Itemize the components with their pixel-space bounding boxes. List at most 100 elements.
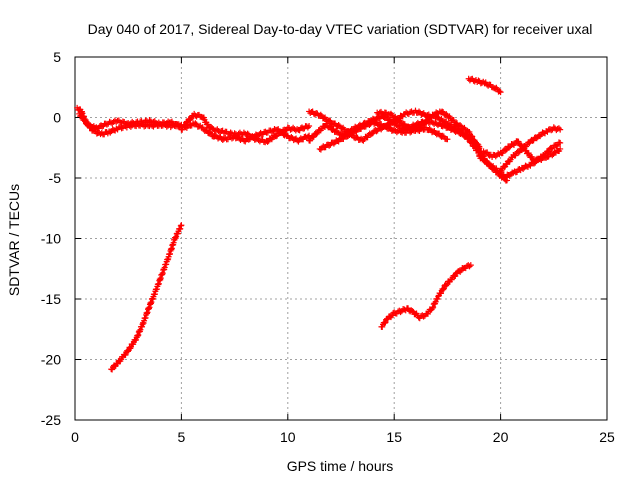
- data-point: [268, 128, 275, 135]
- data-point: [557, 139, 564, 146]
- data-point: [192, 120, 199, 127]
- data-point: [515, 138, 522, 145]
- grid-lines: [75, 57, 607, 420]
- data-point: [421, 120, 428, 127]
- data-point: [452, 272, 459, 279]
- data-point: [467, 262, 474, 269]
- data-point: [317, 111, 324, 118]
- data-point: [503, 161, 510, 168]
- data-point: [153, 120, 160, 127]
- data-point: [122, 351, 129, 358]
- data-point: [290, 124, 297, 131]
- data-point: [103, 121, 110, 128]
- series-track-k: [497, 124, 564, 174]
- x-tick-label: 10: [280, 429, 296, 445]
- data-point: [434, 295, 441, 302]
- data-point: [397, 129, 404, 136]
- y-tick-label: -10: [41, 231, 61, 247]
- data-point: [366, 122, 373, 129]
- data-point: [395, 128, 402, 135]
- data-point: [502, 147, 509, 154]
- data-point: [479, 154, 486, 161]
- data-point: [212, 132, 219, 139]
- data-point: [529, 154, 536, 161]
- data-point: [381, 320, 388, 327]
- data-point: [466, 263, 473, 270]
- data-point: [485, 160, 492, 167]
- data-point: [146, 116, 153, 123]
- x-tick-label: 25: [599, 429, 615, 445]
- x-tick-label: 15: [386, 429, 402, 445]
- data-point: [353, 133, 360, 140]
- data-point: [207, 129, 214, 136]
- data-point: [343, 133, 350, 140]
- data-point: [506, 144, 513, 151]
- data-point: [114, 360, 121, 367]
- data-point: [555, 125, 562, 132]
- series-track-m: [108, 222, 185, 373]
- data-point: [430, 304, 437, 311]
- data-point: [264, 138, 271, 145]
- data-point: [439, 132, 446, 139]
- data-point: [438, 290, 445, 297]
- data-point: [310, 133, 317, 140]
- data-point: [440, 285, 447, 292]
- data-point: [382, 319, 389, 326]
- data-point: [409, 308, 416, 315]
- data-point: [469, 133, 476, 140]
- data-point: [501, 174, 508, 181]
- data-point: [133, 119, 140, 126]
- data-point: [501, 164, 508, 171]
- x-tick-label: 20: [493, 429, 509, 445]
- data-point: [549, 152, 556, 159]
- y-tick-label: -25: [41, 412, 61, 428]
- data-point: [457, 122, 464, 129]
- data-point: [78, 113, 85, 120]
- data-point: [557, 126, 564, 133]
- series-track-l: [465, 75, 504, 96]
- x-axis-label: GPS time / hours: [287, 458, 394, 474]
- x-tick-label: 0: [71, 429, 79, 445]
- data-point: [178, 222, 185, 229]
- y-tick-label: -5: [49, 170, 62, 186]
- data-point: [397, 309, 404, 316]
- y-axis-label: SDTVAR / TECUs: [6, 184, 22, 296]
- x-tick-label: 5: [178, 429, 186, 445]
- data-point: [409, 126, 416, 133]
- series-track-n: [378, 262, 474, 330]
- data-point: [468, 133, 475, 140]
- data-point: [429, 305, 436, 312]
- data-point: [130, 120, 137, 127]
- data-point: [444, 136, 451, 143]
- data-point: [314, 129, 321, 136]
- data-point: [416, 108, 423, 115]
- data-point: [515, 149, 522, 156]
- data-point: [548, 127, 555, 134]
- series-track-j: [480, 138, 564, 166]
- data-point: [512, 152, 519, 159]
- data-point: [415, 127, 422, 134]
- data-point: [535, 156, 542, 163]
- data-point: [126, 121, 133, 128]
- data-point: [420, 313, 427, 320]
- y-tick-label: 0: [53, 110, 61, 126]
- data-point: [306, 122, 313, 129]
- data-point: [150, 118, 157, 125]
- data-point: [497, 89, 504, 96]
- data-point: [82, 117, 89, 124]
- data-point: [313, 130, 320, 137]
- data-point: [386, 124, 393, 131]
- y-tick-label: -15: [41, 291, 61, 307]
- data-point: [326, 142, 333, 149]
- data-point: [404, 110, 411, 117]
- data-marks: [74, 75, 564, 373]
- y-tick-label: -20: [41, 352, 61, 368]
- data-point: [335, 122, 342, 129]
- data-point: [426, 125, 433, 132]
- data-point: [348, 131, 355, 138]
- data-point: [391, 126, 398, 133]
- series-track-c: [178, 110, 313, 146]
- data-point: [476, 145, 483, 152]
- y-tick-label: 5: [53, 49, 61, 65]
